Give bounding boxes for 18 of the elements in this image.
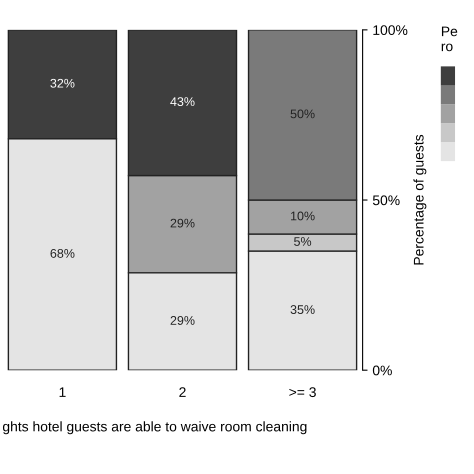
data-label: 29% (170, 218, 195, 228)
x-axis-title: ghts hotel guests are able to waive room cleaning (2, 421, 306, 434)
x-tick-label: 1 (60, 387, 66, 397)
data-label: 29% (170, 316, 195, 325)
data-label: 32% (50, 78, 74, 88)
y-tick-label: 0% (372, 366, 392, 376)
data-label: 50% (290, 109, 315, 118)
data-label: 5% (294, 237, 312, 246)
y-tick-label: 50% (372, 195, 400, 206)
data-label: 35% (290, 305, 315, 314)
data-label: 43% (170, 97, 195, 106)
y-axis-title: Percentage of guests (413, 134, 426, 265)
x-tick-label: 2 (179, 387, 186, 397)
y-tick-label: 100% (373, 25, 408, 36)
data-label: 68% (50, 248, 74, 258)
legend-title: Pe ro (442, 26, 458, 52)
x-tick-label: >= 3 (289, 387, 316, 398)
data-label: 10% (291, 212, 315, 220)
